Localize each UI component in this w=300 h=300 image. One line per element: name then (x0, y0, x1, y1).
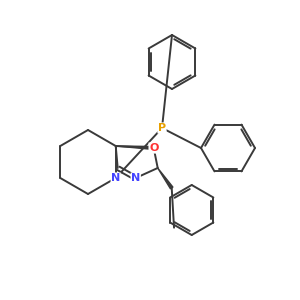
Polygon shape (116, 146, 154, 149)
Text: O: O (149, 143, 158, 153)
Text: P: P (158, 123, 166, 133)
Text: N: N (131, 173, 140, 183)
Text: N: N (111, 173, 120, 183)
Polygon shape (158, 168, 173, 189)
